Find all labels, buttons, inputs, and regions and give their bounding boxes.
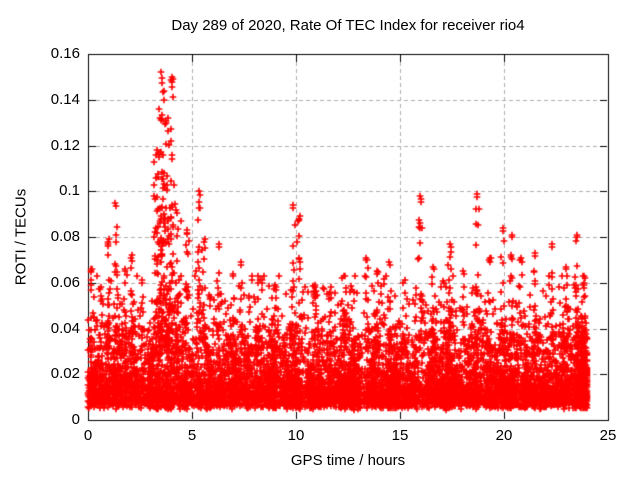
y-tick-label: 0.14	[50, 90, 80, 108]
x-tick-label: 15	[391, 427, 409, 444]
x-tick-label: 20	[495, 427, 513, 444]
x-tick-label: 5	[187, 427, 197, 444]
y-tick-label: 0.1	[59, 182, 80, 200]
x-tick-label: 25	[599, 427, 617, 444]
x-tick-label: 0	[83, 427, 93, 444]
chart-title: Day 289 of 2020, Rate Of TEC Index for r…	[171, 17, 525, 34]
y-tick-label: 0.08	[50, 228, 80, 245]
y-tick-label: 0	[71, 411, 80, 428]
y-tick-label: 0.02	[50, 365, 80, 383]
y-tick-label: 0.16	[50, 45, 80, 62]
x-axis-label: GPS time / hours	[290, 452, 406, 469]
y-tick-label: 0.12	[50, 136, 80, 154]
x-tick-label: 10	[287, 427, 305, 444]
y-tick-label: 0.04	[50, 319, 80, 337]
y-tick-label: 0.06	[50, 273, 80, 291]
